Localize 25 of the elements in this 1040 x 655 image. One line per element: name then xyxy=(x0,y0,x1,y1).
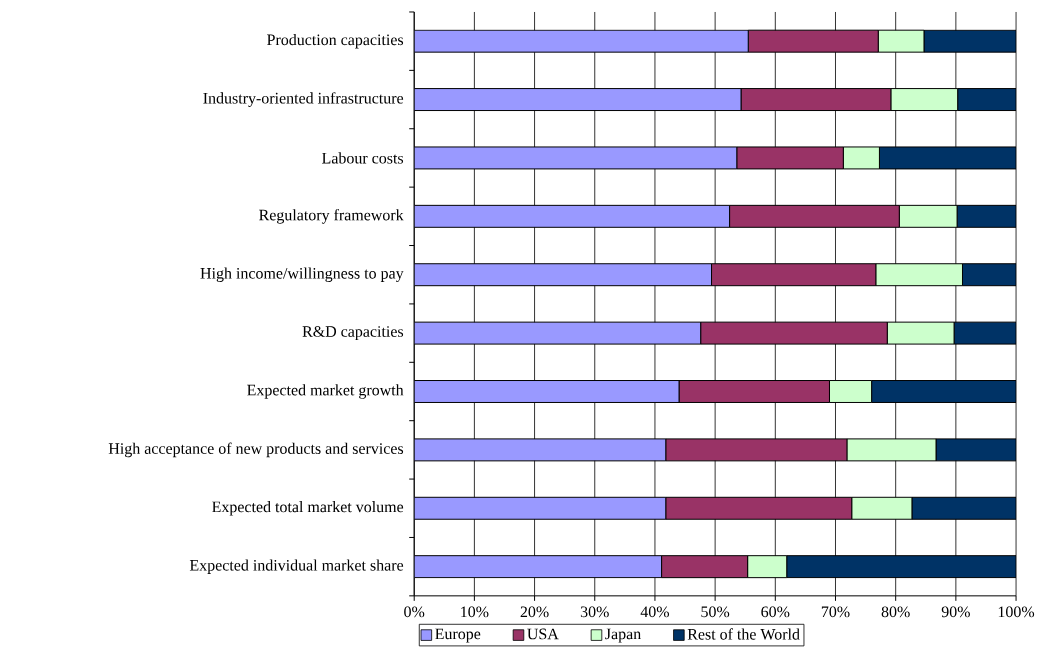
x-tick-label: 50% xyxy=(701,606,730,618)
x-tick-label: 100% xyxy=(998,606,1035,618)
legend-label: USA xyxy=(527,628,559,640)
y-tick-label: Expected market growth xyxy=(247,384,404,399)
x-tick-label: 90% xyxy=(941,606,970,618)
y-tick-label: Industry-oriented infrastructure xyxy=(203,92,404,108)
y-tick-label: R&D capacities xyxy=(302,326,404,341)
x-tick-label: 10% xyxy=(461,606,489,618)
x-tick-label: 70% xyxy=(821,606,850,618)
y-tick-label: High income/willingness to pay xyxy=(200,267,404,283)
y-tick-label: Expected individual market share xyxy=(189,559,404,575)
legend-label: Europe xyxy=(435,628,481,643)
legend-label: Rest of the World xyxy=(687,628,800,640)
x-tick-label: 30% xyxy=(580,606,609,618)
x-tick-label: 20% xyxy=(520,606,549,618)
y-tick-label: Labour costs xyxy=(322,152,404,164)
x-tick-label: 80% xyxy=(881,606,910,618)
y-tick-label: Regulatory framework xyxy=(259,209,404,224)
y-tick-label: High acceptance of new products and services xyxy=(108,442,404,458)
y-tick-label: Production capacities xyxy=(267,34,404,49)
x-tick-label: 40% xyxy=(640,606,670,618)
y-tick-label: Expected total market volume xyxy=(212,501,404,516)
x-tick-label: 0% xyxy=(404,606,425,618)
x-tick-label: 60% xyxy=(761,606,790,618)
legend-label: Japan xyxy=(605,628,641,643)
